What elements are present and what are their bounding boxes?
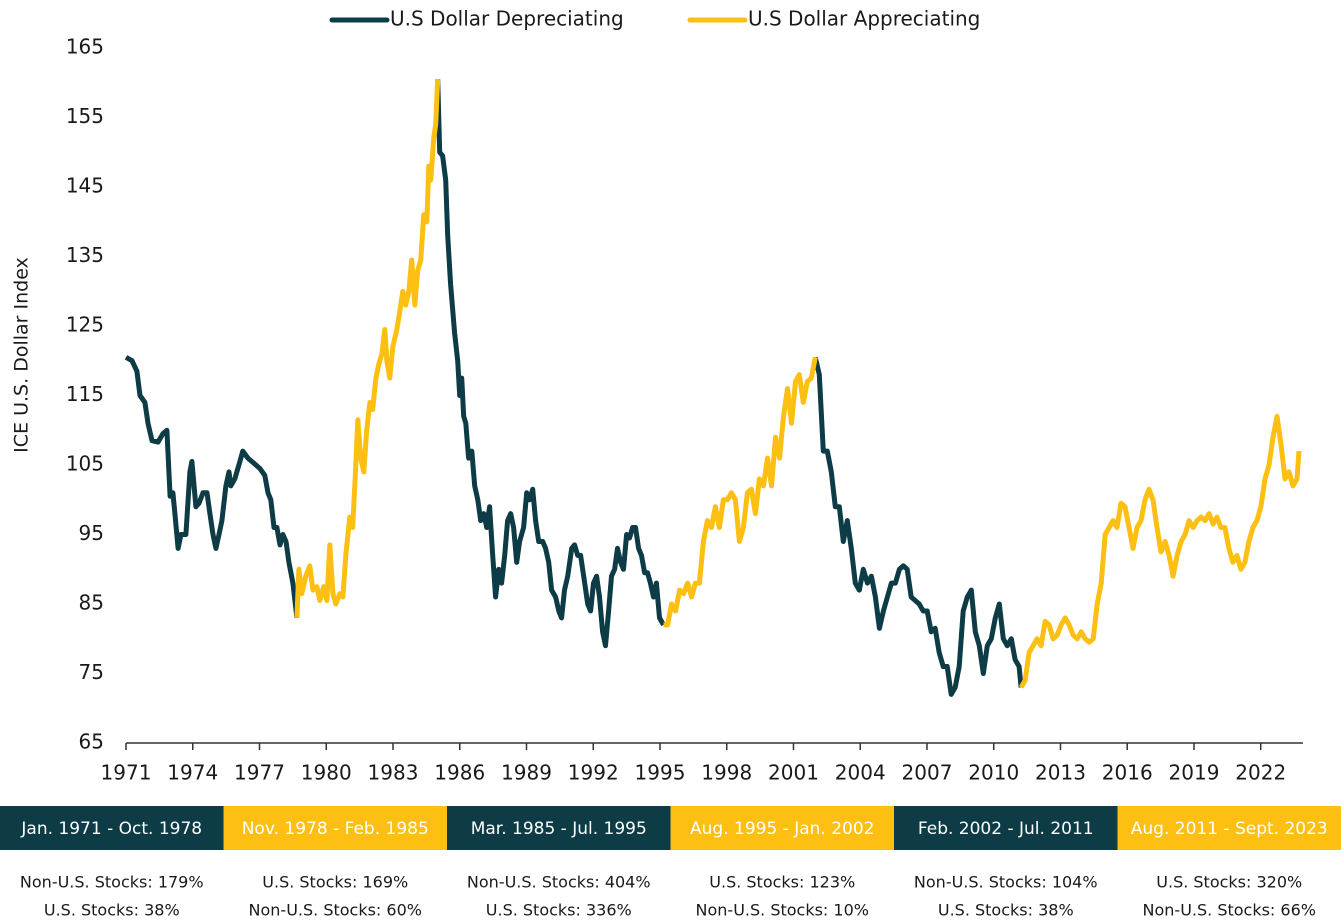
- legend-label: U.S Dollar Appreciating: [748, 7, 980, 31]
- period-label: Jan. 1971 - Oct. 1978: [20, 819, 202, 839]
- period-box: [0, 806, 224, 850]
- x-tick-label: 1992: [568, 761, 619, 785]
- y-tick-label: 115: [66, 382, 104, 406]
- period-label: Aug. 2011 - Sept. 2023: [1131, 819, 1328, 839]
- x-tick-label: 1974: [167, 761, 218, 785]
- period-box: [1117, 806, 1341, 850]
- period-result: U.S. Stocks: 38%: [938, 901, 1074, 920]
- period-box: [447, 806, 671, 850]
- period-label: Mar. 1985 - Jul. 1995: [471, 819, 647, 839]
- period-result: Non-U.S. Stocks: 10%: [696, 901, 869, 920]
- period-box: [670, 806, 895, 850]
- period-result: U.S. Stocks: 169%: [262, 873, 408, 892]
- x-tick-label: 1986: [434, 761, 485, 785]
- x-tick-label: 2010: [968, 761, 1019, 785]
- y-tick-label: 155: [66, 104, 104, 128]
- period-box: [894, 806, 1118, 850]
- x-tick-label: 2001: [768, 761, 819, 785]
- x-tick-label: 1971: [101, 761, 152, 785]
- period-box: [223, 806, 448, 850]
- period-result: U.S. Stocks: 320%: [1156, 873, 1302, 892]
- x-tick-label: 2016: [1102, 761, 1153, 785]
- x-tick-label: 1995: [635, 761, 686, 785]
- x-tick-label: 1980: [301, 761, 352, 785]
- x-tick-label: 2007: [902, 761, 953, 785]
- x-tick-label: 2019: [1169, 761, 1220, 785]
- x-tick-label: 1989: [501, 761, 552, 785]
- period-label: Nov. 1978 - Feb. 1985: [242, 819, 429, 839]
- x-tick-label: 2022: [1235, 761, 1286, 785]
- period-result: U.S. Stocks: 38%: [44, 901, 180, 920]
- period-result: U.S. Stocks: 336%: [486, 901, 632, 920]
- period-result: U.S. Stocks: 123%: [709, 873, 855, 892]
- x-tick-label: 1983: [368, 761, 419, 785]
- y-tick-label: 95: [79, 521, 104, 545]
- period-result: Non-U.S. Stocks: 104%: [914, 873, 1098, 892]
- period-result: Non-U.S. Stocks: 66%: [1143, 901, 1316, 920]
- period-label: Aug. 1995 - Jan. 2002: [690, 819, 875, 839]
- y-tick-label: 75: [79, 660, 104, 684]
- y-tick-label: 135: [66, 243, 104, 267]
- series-line: [124, 79, 1024, 697]
- x-tick-label: 1998: [701, 761, 752, 785]
- y-tick-label: 145: [66, 174, 104, 198]
- x-tick-label: 2013: [1035, 761, 1086, 785]
- y-tick-label: 125: [66, 313, 104, 337]
- period-result: Non-U.S. Stocks: 179%: [20, 873, 204, 892]
- legend-label: U.S Dollar Depreciating: [390, 7, 624, 31]
- y-tick-label: 165: [66, 35, 104, 59]
- x-tick-label: 2004: [835, 761, 886, 785]
- x-tick-label: 1977: [234, 761, 285, 785]
- period-label: Feb. 2002 - Jul. 2011: [918, 819, 1094, 839]
- y-tick-label: 65: [79, 730, 104, 754]
- y-tick-label: 85: [79, 591, 104, 615]
- y-tick-label: 105: [66, 452, 104, 476]
- series-line: [294, 79, 1302, 689]
- y-axis-label: ICE U.S. Dollar Index: [11, 257, 33, 453]
- period-result: Non-U.S. Stocks: 60%: [249, 901, 422, 920]
- period-result: Non-U.S. Stocks: 404%: [467, 873, 651, 892]
